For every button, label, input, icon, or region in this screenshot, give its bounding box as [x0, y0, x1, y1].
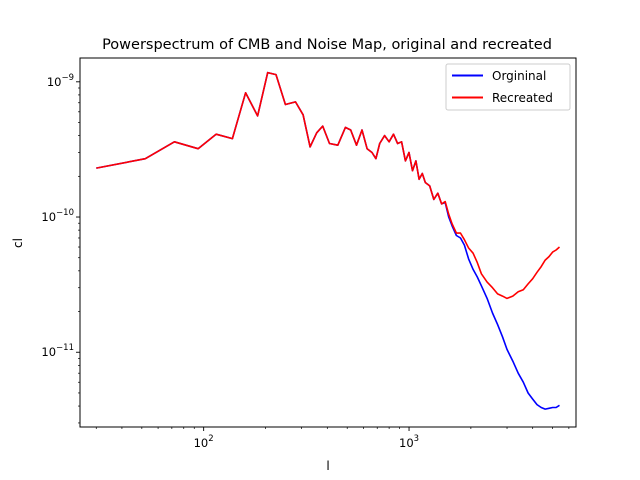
series-line-recreated [96, 71, 561, 300]
x-axis-label: l [326, 459, 329, 473]
y-axis-label: cl [11, 238, 25, 248]
legend-label-orgininal: Orgininal [492, 69, 546, 83]
legend: Orgininal Recreated [445, 63, 571, 111]
x-tick-label: 102 [194, 434, 214, 450]
x-tick-label: 103 [399, 434, 419, 450]
chart-title: Powerspectrum of CMB and Noise Map, orig… [102, 37, 552, 53]
plot-frame [79, 57, 577, 428]
y-tick-label: 10−11 [41, 343, 74, 359]
legend-label-recreated: Recreated [492, 91, 553, 105]
y-tick-label: 10−10 [41, 208, 74, 224]
series-layer [96, 71, 561, 410]
y-tick-label: 10−9 [47, 73, 74, 89]
ticks-layer: 102 103 10−11 10−10 10−9 [41, 73, 570, 450]
series-line-orgininal [96, 71, 560, 410]
